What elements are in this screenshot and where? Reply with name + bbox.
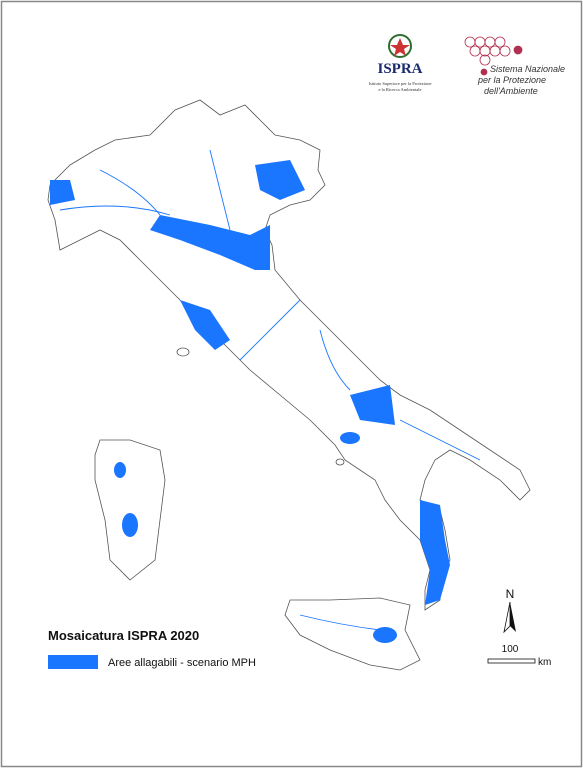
logo-text: per la Protezione [477, 75, 546, 85]
emblem-star [390, 38, 410, 56]
logo-title: ISPRA [377, 61, 422, 77]
legend-swatch [48, 655, 98, 669]
island [335, 458, 345, 466]
hex [479, 54, 491, 66]
scale-bar [487, 658, 536, 664]
flood-area [255, 160, 305, 200]
flood-area [350, 385, 395, 425]
logo-text: Sistema Nazionale [490, 64, 565, 74]
legend-title: Mosaicatura ISPRA 2020 [48, 628, 199, 643]
sardinia [94, 439, 166, 581]
island [176, 347, 190, 357]
logo-subtitle: e la Ricerca Ambientale [378, 87, 421, 92]
logo-text: dell'Ambiente [484, 86, 538, 96]
flood-area [420, 500, 450, 605]
scale-unit: km [538, 657, 551, 668]
flood-area [373, 627, 397, 643]
north-label: N [506, 587, 515, 601]
flood-area [150, 215, 270, 270]
hex [499, 45, 511, 57]
flood-area [340, 432, 360, 444]
flood-area [122, 513, 138, 537]
flood-area [50, 180, 75, 205]
sicily [284, 597, 421, 671]
hex [480, 68, 488, 76]
legend-label: Aree allagabili - scenario MPH [108, 657, 256, 669]
logo-subtitle: Istituto Superiore per la Protezione [369, 81, 432, 86]
flood-area [114, 462, 126, 478]
flood-area [180, 300, 230, 350]
flood-areas [50, 149, 481, 643]
north-arrow [510, 602, 516, 632]
scale-value: 100 [502, 644, 519, 655]
hex [513, 45, 523, 55]
logo-ispra: ISPRA Istituto Superiore per la Protezio… [369, 34, 432, 92]
river [59, 149, 481, 631]
hex [494, 36, 506, 48]
logo-snpa [464, 36, 523, 76]
north-arrow [503, 601, 511, 634]
